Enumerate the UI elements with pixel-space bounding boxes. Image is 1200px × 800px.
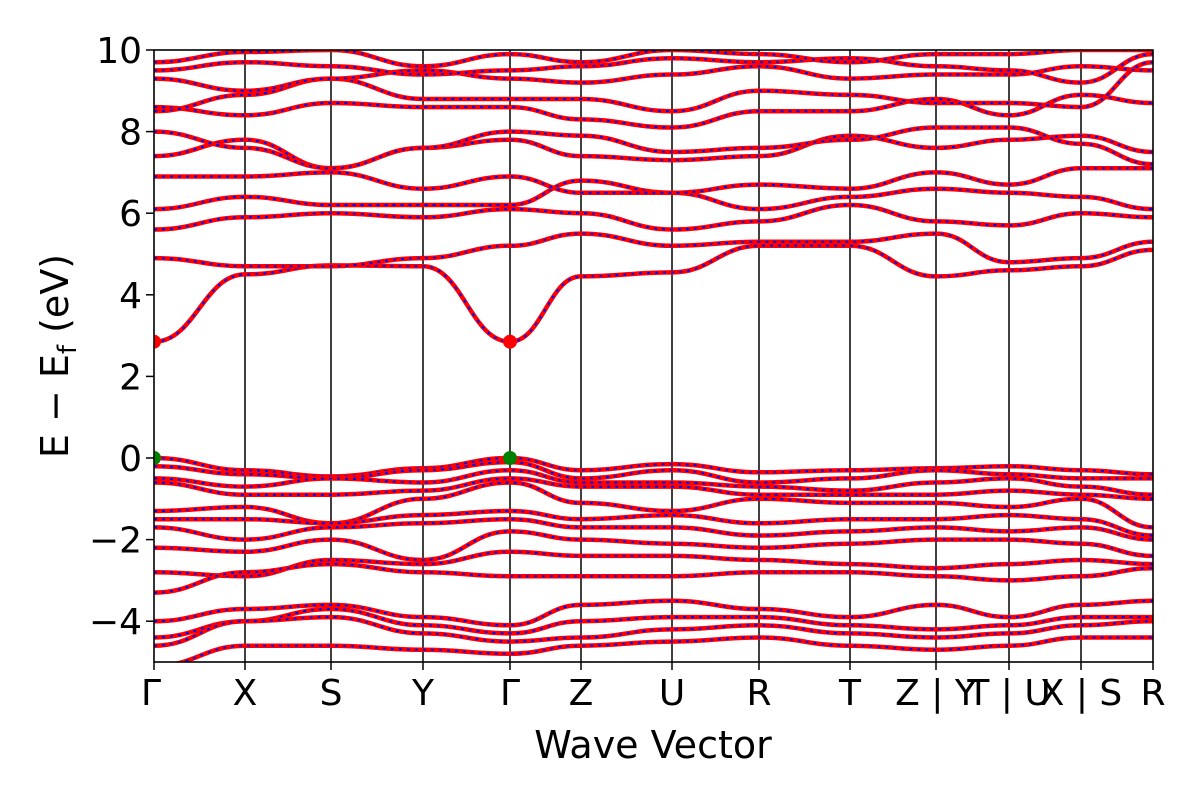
- x-tick-label-7: R: [746, 673, 771, 714]
- y-tick-label-0: 10: [96, 31, 142, 72]
- y-axis-label-subscript: f: [53, 344, 83, 354]
- x-axis: Γ X S Y Γ Z U R T Z | YT | UX | S R: [141, 662, 1166, 714]
- x-tick-label-4: Γ: [500, 673, 520, 714]
- y-axis-label-unit: (eV): [33, 254, 77, 345]
- band-v14: [173, 635, 1153, 662]
- x-tick-label-9: Z | Y: [895, 673, 978, 714]
- band-v6-overlay: [154, 509, 1153, 537]
- y-tick-label-2: 6: [119, 194, 142, 235]
- x-tick-label-6: U: [659, 673, 685, 714]
- y-axis-label: E − Ef (eV): [33, 254, 83, 458]
- bands: [154, 50, 1153, 662]
- band-c1-overlay: [154, 244, 1153, 343]
- vbm-marker-1: [503, 451, 517, 465]
- y-tick-label-1: 8: [119, 113, 142, 154]
- x-tick-label-11: X | S: [1040, 673, 1123, 714]
- y-axis: 10 8 6 4 2 0 −2 −4: [89, 31, 154, 643]
- band-c3-overlay: [154, 203, 1153, 231]
- band-c8-overlay: [154, 93, 1153, 129]
- band-v3-overlay: [154, 469, 1153, 496]
- cbm-marker-0: [154, 334, 161, 349]
- y-tick-label-7: −4: [89, 602, 142, 643]
- band-c2-overlay: [154, 232, 1153, 268]
- vbm-marker-0: [154, 451, 161, 465]
- band-v11-overlay: [154, 599, 1153, 627]
- band-v8-overlay: [154, 530, 1153, 562]
- band-v13-overlay: [154, 616, 1153, 647]
- band-v10: [154, 561, 1153, 595]
- band-c7: [154, 125, 1153, 171]
- x-tick-label-5: Z: [569, 673, 594, 714]
- x-axis-label: Wave Vector: [534, 723, 772, 767]
- band-c5-overlay: [154, 167, 1153, 194]
- x-tick-label-2: S: [320, 673, 343, 714]
- x-tick-label-12: R: [1140, 673, 1165, 714]
- x-tick-label-10: T | U: [966, 673, 1050, 714]
- cbm-marker-1: [503, 334, 517, 349]
- band-c9-overlay: [154, 61, 1153, 113]
- y-tick-label-6: −2: [89, 521, 142, 562]
- band-v7-overlay: [154, 518, 1153, 541]
- x-tick-label-3: Y: [411, 673, 435, 714]
- band-edge-markers: [154, 334, 517, 465]
- y-tick-label-4: 2: [119, 357, 142, 398]
- plot-frame: [153, 49, 1154, 663]
- x-tick-label-8: T: [838, 673, 862, 714]
- y-tick-label-3: 4: [119, 276, 142, 317]
- x-tick-label-0: Γ: [141, 673, 161, 714]
- band-v9-overlay: [154, 550, 1153, 578]
- y-tick-label-5: 0: [119, 439, 142, 480]
- band-c11-overlay: [154, 53, 1153, 84]
- x-tick-label-1: X: [233, 673, 258, 714]
- band-v12-overlay: [154, 607, 1153, 639]
- y-axis-label-main: E − E: [33, 354, 77, 458]
- band-v4-overlay: [154, 477, 1153, 500]
- band-c10-overlay: [154, 65, 1153, 92]
